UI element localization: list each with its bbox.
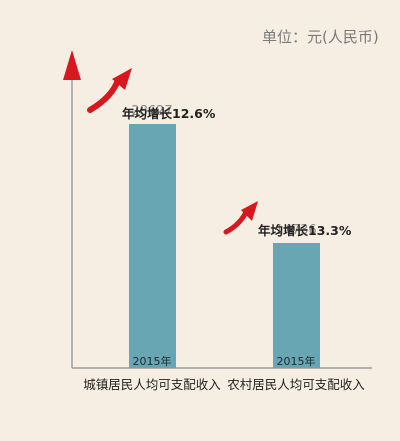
y-axis-arrow-icon bbox=[63, 50, 81, 80]
bar-urban bbox=[128, 124, 176, 368]
year-label-urban: 2015年 bbox=[132, 355, 172, 368]
year-label-rural: 2015年 bbox=[276, 355, 316, 368]
category-label-urban: 城镇居民人均可支配收入 bbox=[83, 377, 221, 392]
bar-rural bbox=[272, 242, 320, 368]
unit-label: 单位：元(人民币) bbox=[262, 28, 379, 46]
value-label-urban: 28627 bbox=[131, 104, 173, 120]
value-label-rural: 14736 bbox=[275, 222, 317, 238]
category-label-rural: 农村居民人均可支配收入 bbox=[227, 377, 365, 392]
growth-arrow-icon-2 bbox=[223, 201, 258, 235]
growth-arrow-icon-1 bbox=[87, 68, 132, 113]
growth-label-urban: 年均增长12.6% bbox=[122, 106, 216, 121]
growth-label-rural: 年均增长13.3% bbox=[258, 223, 352, 238]
